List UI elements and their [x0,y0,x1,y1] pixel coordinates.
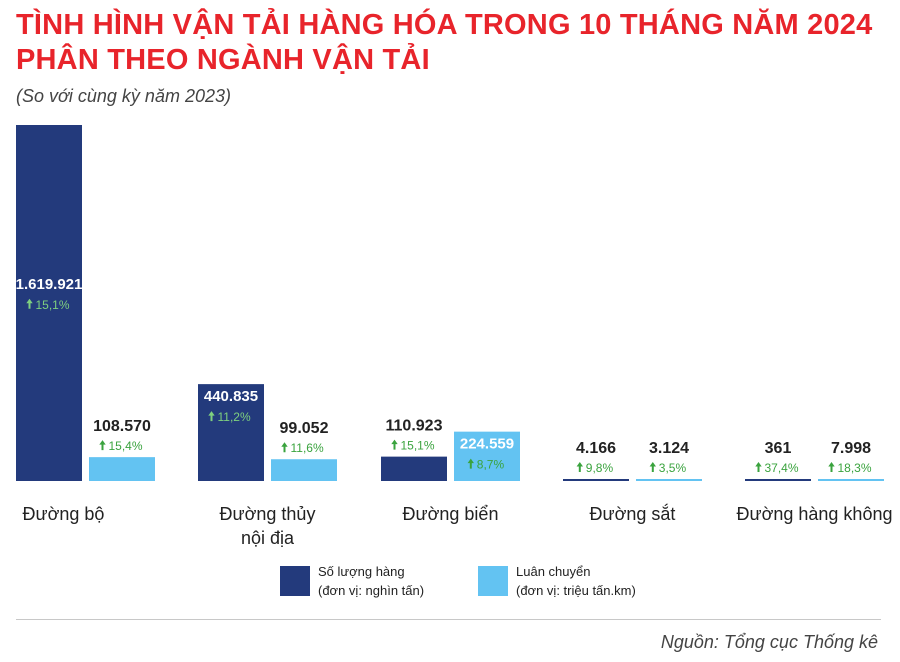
growth-label-volume-duong-bien-arrow-icon [391,439,398,450]
title-line-2: PHÂN THEO NGÀNH VẬN TẢI [16,44,430,76]
category-label-duong-bo: Đường bộ [23,504,105,524]
bar-volume-duong-sat [563,479,629,481]
value-label-volume-duong-bien: 110.923 [386,418,443,435]
bar-turnover-duong-bo [89,457,155,481]
bar-volume-duong-thuy [198,384,264,481]
value-label-volume-duong-sat: 4.166 [576,440,616,457]
growth-label-turnover-duong-sat-arrow-icon [649,462,656,472]
growth-label-volume-duong-bo-arrow-icon [26,298,33,309]
category-label-duong-hang-khong: Đường hàng không [737,504,893,524]
chart-title: TÌNH HÌNH VẬN TẢI HÀNG HÓA TRONG 10 THÁN… [16,8,872,78]
growth-label-volume-duong-bo: 15,1% [36,298,70,312]
source-note: Nguồn: Tổng cục Thống kê [660,632,878,652]
value-label-turnover-duong-thuy: 99.052 [280,420,329,437]
growth-label-volume-duong-bien: 15,1% [401,439,435,453]
category-label-duong-thuy-line-2: nội địa [241,528,295,548]
value-label-volume-duong-thuy: 440.835 [204,388,258,405]
bar-volume-duong-hang-khong [745,479,811,481]
growth-label-volume-duong-sat-arrow-icon [576,462,583,472]
legend-label-volume: Số lượng hàng [318,564,405,579]
bar-chart: 1.619.921 15,1% 108.570 15,4% Đường bộ 440.83… [16,125,893,548]
growth-label-turnover-duong-sat: 3,5% [659,461,687,475]
growth-label-volume-duong-sat: 9,8% [586,461,614,475]
legend-unit-volume: (đơn vị: nghìn tấn) [318,583,425,598]
bar-turnover-duong-thuy [271,459,337,481]
category-label-duong-sat: Đường sắt [590,503,676,524]
growth-label-turnover-duong-bien: 8,7% [477,458,505,472]
legend-swatch-turnover [478,566,508,596]
legend-swatch-volume [280,566,310,596]
legend-unit-turnover: (đơn vị: triệu tấn.km) [516,583,636,598]
title-line-1: TÌNH HÌNH VẬN TẢI HÀNG HÓA TRONG 10 THÁN… [16,9,873,41]
growth-label-turnover-duong-thuy: 11,6% [291,441,324,455]
footer-divider [16,619,881,620]
value-label-volume-duong-bo: 1.619.921 [16,276,83,293]
growth-label-turnover-duong-thuy-arrow-icon [281,442,288,453]
growth-label-volume-duong-hang-khong-arrow-icon [755,462,762,472]
value-label-volume-duong-hang-khong: 361 [765,440,792,457]
bar-turnover-duong-bien [454,431,520,481]
growth-label-turnover-duong-hang-khong-arrow-icon [828,462,835,472]
category-label-duong-bien: Đường biển [403,504,499,524]
growth-label-volume-duong-hang-khong: 37,4% [765,461,799,475]
bar-volume-duong-bien [381,456,447,481]
value-label-turnover-duong-hang-khong: 7.998 [831,440,871,457]
category-label-duong-thuy-line-1: Đường thủy [220,504,316,524]
chart-subtitle: (So với cùng kỳ năm 2023) [16,86,231,106]
growth-label-turnover-duong-bien-arrow-icon [467,458,474,469]
growth-label-volume-duong-thuy: 11,2% [218,410,251,424]
bar-turnover-duong-hang-khong [818,479,884,481]
bar-turnover-duong-sat [636,479,702,481]
value-label-turnover-duong-bien: 224.559 [460,436,514,453]
growth-label-turnover-duong-bo-arrow-icon [99,440,106,451]
growth-label-volume-duong-thuy-arrow-icon [208,411,215,422]
growth-label-turnover-duong-hang-khong: 18,3% [838,461,872,475]
growth-label-turnover-duong-bo: 15,4% [109,439,143,453]
value-label-turnover-duong-sat: 3.124 [649,440,689,457]
legend-label-turnover: Luân chuyển [516,564,591,579]
value-label-turnover-duong-bo: 108.570 [93,418,151,435]
